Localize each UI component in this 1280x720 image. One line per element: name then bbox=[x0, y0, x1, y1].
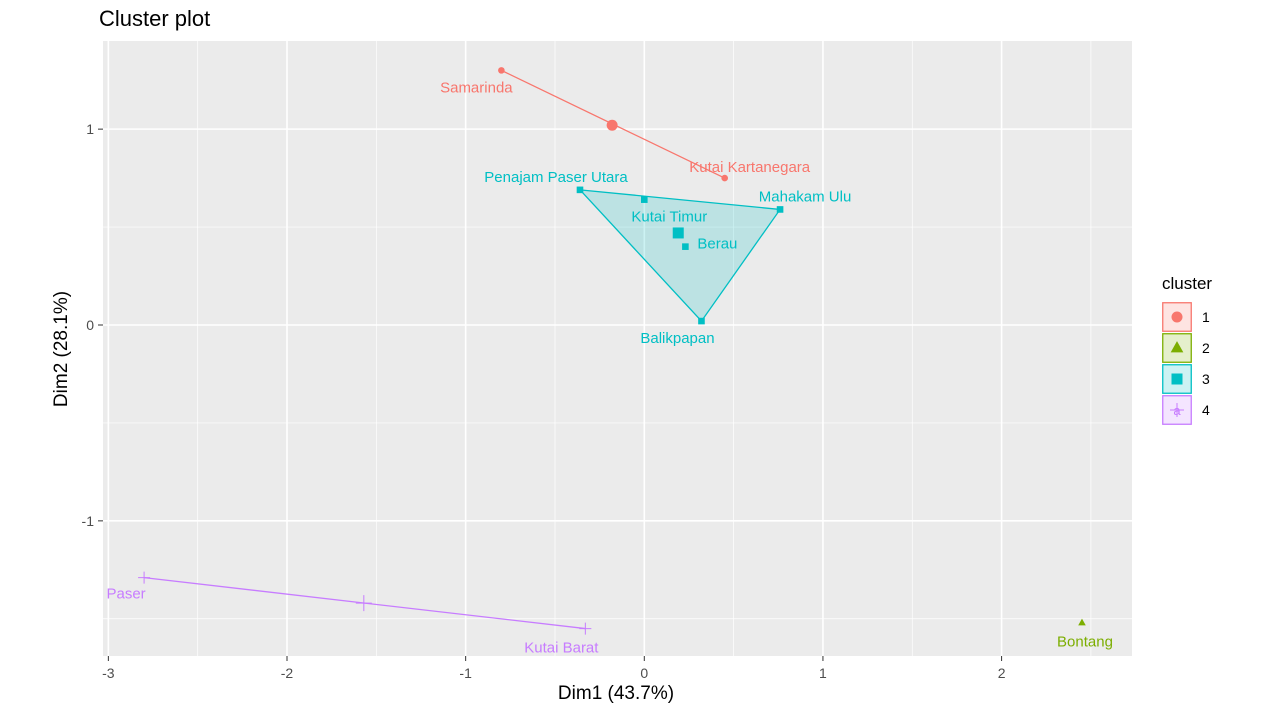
minor-gridlines bbox=[103, 41, 1132, 656]
point-mahakam-ulu bbox=[776, 206, 784, 213]
point-paser bbox=[138, 571, 151, 584]
chart-title: Cluster plot bbox=[99, 6, 211, 31]
legend-label-2: 2 bbox=[1202, 340, 1210, 356]
legend-symbol bbox=[1170, 341, 1184, 353]
point-label: Berau bbox=[697, 236, 737, 253]
x-tick-label: -3 bbox=[102, 665, 115, 681]
legend-key-3 bbox=[1162, 364, 1192, 394]
legend-title: cluster bbox=[1162, 274, 1213, 293]
centroid-cluster-1 bbox=[606, 119, 618, 131]
svg-text:a: a bbox=[1173, 403, 1181, 418]
point-label: Kutai Kartanegara bbox=[689, 159, 811, 176]
point-label: Kutai Timur bbox=[631, 209, 707, 226]
point-bontang bbox=[1078, 618, 1086, 626]
cluster-hull-3 bbox=[578, 189, 782, 323]
centroid-cluster-3 bbox=[672, 227, 684, 239]
y-tick-label: -1 bbox=[82, 513, 95, 529]
legend-key-1 bbox=[1162, 302, 1192, 332]
axis-ticks bbox=[98, 128, 1003, 661]
major-gridlines bbox=[103, 41, 1132, 656]
point-label: Penajam Paser Utara bbox=[484, 169, 628, 186]
x-tick-label: 2 bbox=[998, 665, 1006, 681]
point-label: Kutai Barat bbox=[524, 640, 599, 657]
legend-key-4: a bbox=[1162, 395, 1192, 425]
x-tick-label: 1 bbox=[819, 665, 827, 681]
y-tick-label: 0 bbox=[86, 317, 94, 333]
centroid-cluster-4 bbox=[355, 595, 372, 612]
point-label: Mahakam Ulu bbox=[759, 188, 852, 205]
legend-symbol bbox=[1170, 403, 1184, 417]
point-label: Bontang bbox=[1057, 634, 1113, 651]
x-axis-label: Dim1 (43.7%) bbox=[557, 683, 675, 704]
data-points bbox=[138, 67, 1086, 635]
legend-label-3: 3 bbox=[1202, 371, 1210, 387]
x-tick-label: -2 bbox=[281, 665, 294, 681]
x-tick-label: -1 bbox=[459, 665, 472, 681]
legend-key-2 bbox=[1162, 333, 1192, 363]
point-samarinda bbox=[498, 67, 505, 74]
legend-label-4: 4 bbox=[1202, 402, 1210, 418]
point-label: Balikpapan bbox=[640, 330, 714, 347]
point-labels: Samarinda Kutai Kartanegara Bontang Penajam… bbox=[106, 79, 1112, 656]
point-kutai-barat bbox=[579, 622, 592, 635]
x-tick-label: 0 bbox=[640, 665, 648, 681]
legend-label-1: 1 bbox=[1202, 309, 1210, 325]
point-label: Samarinda bbox=[440, 79, 513, 96]
point-balikpapan bbox=[698, 317, 705, 325]
legend-symbol bbox=[1171, 373, 1183, 385]
point-kutai-kartanegara bbox=[721, 174, 728, 182]
point-berau bbox=[682, 243, 689, 250]
tick-labels: -3 -2 -1 0 1 2 -1 0 1 bbox=[82, 121, 1006, 681]
legend-symbol bbox=[1171, 311, 1183, 323]
y-axis-label: Dim2 (28.1%) bbox=[51, 290, 72, 408]
y-tick-label: 1 bbox=[86, 121, 94, 137]
point-label: Paser bbox=[106, 586, 145, 603]
plot-panel bbox=[103, 41, 1132, 656]
point-penajam-paser-utara bbox=[576, 186, 584, 194]
point-kutai-timur bbox=[640, 196, 648, 203]
